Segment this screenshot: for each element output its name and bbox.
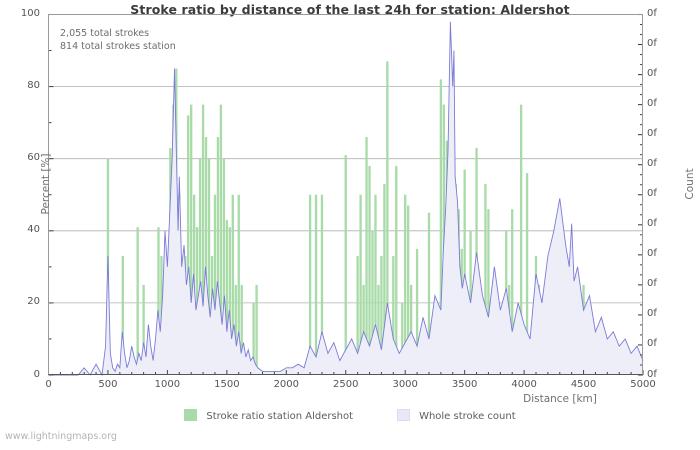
y-axis-left-tick: 100 bbox=[20, 8, 40, 19]
chart-title: Stroke ratio by distance of the last 24h… bbox=[130, 2, 570, 17]
area-series-whole-stroke-count bbox=[48, 21, 643, 376]
x-axis-tick: 1500 bbox=[214, 379, 240, 390]
footer-watermark: www.lightningmaps.org bbox=[5, 431, 117, 442]
y-axis-right-tick: 0f bbox=[647, 158, 657, 170]
x-axis-tick: 3500 bbox=[451, 379, 478, 390]
annotation-total-strokes: 2,055 total strokes 814 total strokes sta… bbox=[60, 27, 176, 53]
annotation-line-1: 2,055 total strokes bbox=[60, 28, 150, 39]
x-axis-tick: 5000 bbox=[630, 379, 656, 390]
y-axis-left-tick: 60 bbox=[27, 152, 40, 164]
y-axis-right-tick: 0f bbox=[647, 248, 657, 260]
legend-item-stroke-ratio: Stroke ratio station Aldershot bbox=[184, 409, 353, 422]
x-axis-tick: 4000 bbox=[511, 379, 537, 390]
x-axis-tick: 4500 bbox=[570, 379, 597, 390]
y-axis-right-tick: 0f bbox=[647, 98, 657, 110]
x-axis-tick: 3000 bbox=[392, 379, 418, 390]
x-axis-tick: 500 bbox=[98, 379, 118, 390]
annotation-line-2: 814 total strokes station bbox=[60, 41, 176, 52]
x-axis-tick: 0 bbox=[45, 379, 52, 390]
y-axis-right-tick: 0f bbox=[647, 68, 657, 80]
legend-swatch-stroke-ratio bbox=[184, 409, 198, 421]
legend-item-whole-stroke-count: Whole stroke count bbox=[397, 409, 516, 422]
legend-label-whole-stroke-count: Whole stroke count bbox=[419, 411, 516, 422]
y-axis-right-tick: 0f bbox=[647, 278, 657, 290]
y-axis-right-tick: 0f bbox=[647, 368, 657, 380]
x-axis-tick: 2500 bbox=[333, 379, 359, 390]
y-axis-right-tick: 0f bbox=[647, 8, 657, 19]
y-axis-left-tick: 20 bbox=[27, 296, 40, 308]
y-axis-left-tick: 80 bbox=[27, 80, 40, 92]
y-axis-left-label: Percent [%] bbox=[40, 153, 52, 215]
plot-frame bbox=[48, 14, 643, 375]
x-axis-tick: 1000 bbox=[154, 379, 181, 390]
y-axis-right-tick: 0f bbox=[647, 128, 657, 140]
legend-swatch-whole-stroke-count bbox=[397, 409, 411, 421]
y-axis-right-tick: 0f bbox=[647, 218, 657, 230]
x-axis-tick: 2000 bbox=[273, 379, 300, 390]
y-axis-right-label: Count bbox=[684, 168, 696, 200]
legend-label-stroke-ratio: Stroke ratio station Aldershot bbox=[206, 411, 354, 422]
x-axis-label: Distance [km] bbox=[523, 393, 597, 405]
y-axis-right-tick: 0f bbox=[647, 38, 657, 50]
y-axis-left-tick: 0 bbox=[33, 368, 40, 380]
line-series-whole-stroke-count bbox=[48, 21, 644, 377]
chart-legend: Stroke ratio station Aldershot Whole stro… bbox=[0, 409, 700, 422]
y-axis-left-tick: 40 bbox=[27, 224, 40, 236]
y-axis-right-tick: 0f bbox=[647, 338, 657, 350]
y-axis-right-tick: 0f bbox=[647, 308, 657, 320]
y-axis-right-tick: 0f bbox=[647, 188, 657, 200]
